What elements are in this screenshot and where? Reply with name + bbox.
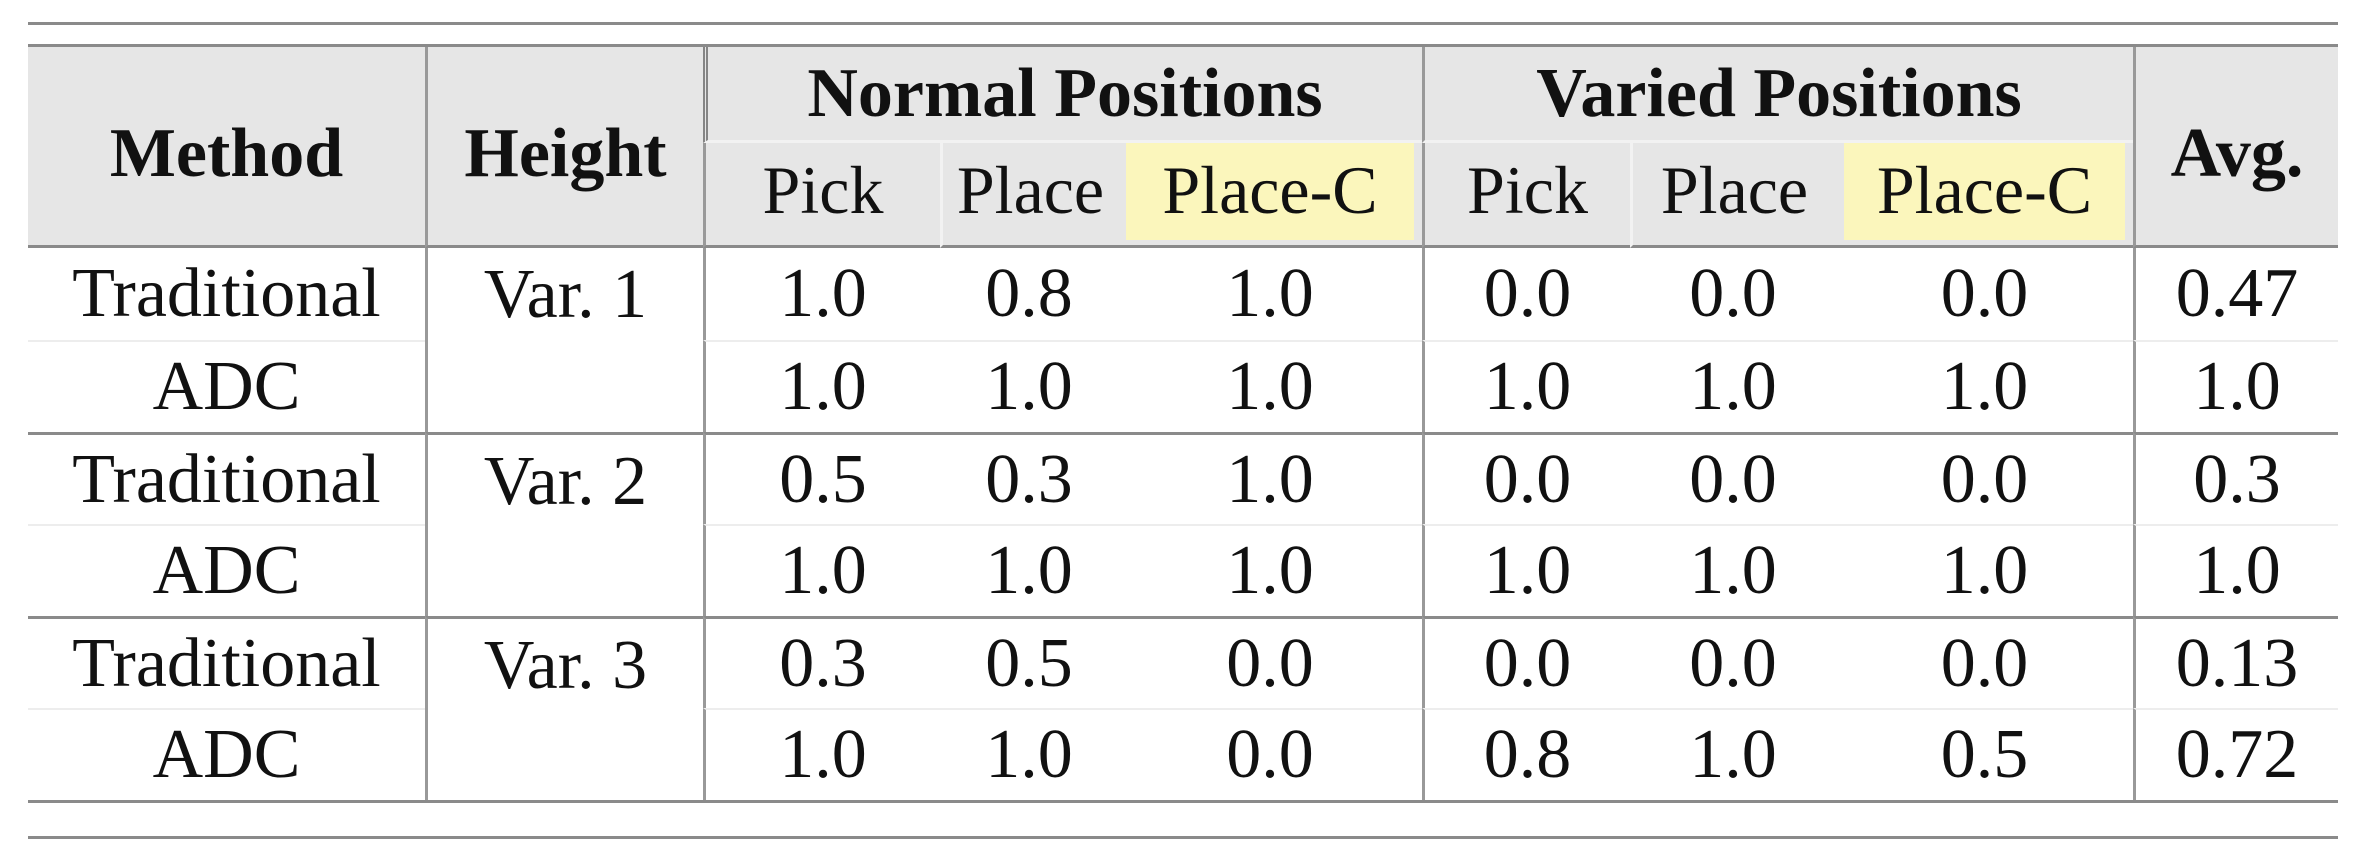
table-cell: 1.0: [1118, 524, 1422, 616]
table-cell: 1.0: [940, 708, 1118, 800]
avg-cell: 0.3: [2133, 432, 2338, 524]
table-cell: 0.8: [1422, 708, 1630, 800]
height-cell: Var. 1: [425, 248, 703, 432]
table-cell: 1.0: [1630, 340, 1836, 432]
height-column-header: Height: [425, 47, 703, 248]
place-c-highlight: Place-C: [1844, 143, 2125, 240]
method-column-header: Method: [28, 47, 425, 248]
table-cell: 1.0: [940, 524, 1118, 616]
bottom-rule: [28, 836, 2338, 839]
table-cell: 1.0: [1422, 340, 1630, 432]
table-row-adc-var2: ADC 1.0 1.0 1.0 1.0 1.0 1.0 1.0: [28, 524, 2338, 616]
table-cell: 1.0: [1836, 524, 2133, 616]
table-cell: 0.0: [1836, 616, 2133, 708]
table-cell: 1.0: [1118, 340, 1422, 432]
table-cell: 0.5: [1836, 708, 2133, 800]
table-cell: 0.5: [703, 432, 940, 524]
height-cell: Var. 3: [425, 616, 703, 800]
table-cell: 1.0: [1118, 248, 1422, 340]
table-cell: 0.0: [1836, 248, 2133, 340]
varied-place-header: Place: [1630, 143, 1836, 248]
place-c-highlight: Place-C: [1126, 143, 1414, 240]
table-row-adc-var1: ADC 1.0 1.0 1.0 1.0 1.0 1.0 1.0: [28, 340, 2338, 432]
table-cell: 0.8: [940, 248, 1118, 340]
results-table: Method Height Normal Positions Varied Po…: [28, 44, 2338, 803]
table-row-traditional-var2: Traditional Var. 2 0.5 0.3 1.0 0.0 0.0 0…: [28, 432, 2338, 616]
table-cell: 1.0: [1630, 708, 1836, 800]
table-cell: 1.0: [703, 708, 940, 800]
table-cell: 0.0: [1422, 432, 1630, 524]
height-cell: Var. 2: [425, 432, 703, 616]
table-cell: 0.0: [1422, 248, 1630, 340]
method-cell: ADC: [28, 340, 425, 432]
table-cell: 1.0: [1422, 524, 1630, 616]
varied-place-c-header: Place-C: [1836, 143, 2133, 248]
table-cell: 1.0: [1630, 524, 1836, 616]
normal-positions-header: Normal Positions: [703, 47, 1422, 143]
table-cell: 0.0: [1630, 248, 1836, 340]
table-cell: 0.0: [1118, 708, 1422, 800]
method-cell: ADC: [28, 708, 425, 800]
table-row-traditional-var3: Traditional Var. 3 0.3 0.5 0.0 0.0 0.0 0…: [28, 616, 2338, 800]
normal-place-header: Place: [940, 143, 1118, 248]
table-cell: 0.0: [1422, 616, 1630, 708]
method-cell: Traditional: [28, 432, 425, 524]
avg-cell: 1.0: [2133, 524, 2338, 616]
normal-pick-header: Pick: [703, 143, 940, 248]
table-cell: 1.0: [703, 340, 940, 432]
table-cell: 1.0: [940, 340, 1118, 432]
header-row-subcolumns: Pick Place Place-C Pick Place Place-C: [28, 143, 2338, 248]
table-cell: 0.0: [1630, 616, 1836, 708]
avg-cell: 0.72: [2133, 708, 2338, 800]
method-cell: Traditional: [28, 616, 425, 708]
table-cell: 0.0: [1836, 432, 2133, 524]
avg-cell: 0.13: [2133, 616, 2338, 708]
varied-pick-header: Pick: [1422, 143, 1630, 248]
avg-cell: 1.0: [2133, 340, 2338, 432]
table-cell: 0.3: [703, 616, 940, 708]
table-cell: 0.3: [940, 432, 1118, 524]
table-cell: 0.0: [1118, 616, 1422, 708]
header-row-groups: Method Height Normal Positions Varied Po…: [28, 47, 2338, 248]
table-cell: 1.0: [1118, 432, 1422, 524]
varied-positions-header: Varied Positions: [1422, 47, 2133, 143]
method-cell: Traditional: [28, 248, 425, 340]
method-cell: ADC: [28, 524, 425, 616]
top-rule: [28, 22, 2338, 25]
table-cell: 1.0: [703, 524, 940, 616]
table-cell: 1.0: [1836, 340, 2133, 432]
table-cell: 0.0: [1630, 432, 1836, 524]
table-row-traditional-var1: Traditional Var. 1 1.0 0.8 1.0 0.0 0.0 0…: [28, 248, 2338, 432]
table-cell: 0.5: [940, 616, 1118, 708]
normal-place-c-header: Place-C: [1118, 143, 1422, 248]
table-cell: 1.0: [703, 248, 940, 340]
avg-column-header: Avg.: [2133, 47, 2338, 248]
table-row-adc-var3: ADC 1.0 1.0 0.0 0.8 1.0 0.5 0.72: [28, 708, 2338, 800]
avg-cell: 0.47: [2133, 248, 2338, 340]
